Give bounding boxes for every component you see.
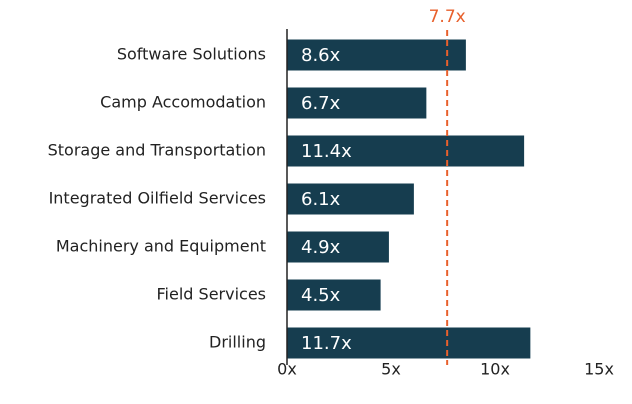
reference-label: 7.7x bbox=[429, 7, 466, 27]
x-tick-label: 0x bbox=[277, 360, 297, 379]
category-label: Machinery and Equipment bbox=[56, 237, 266, 256]
x-tick-label: 15x bbox=[584, 360, 614, 379]
bar bbox=[287, 279, 381, 311]
value-label: 6.7x bbox=[301, 93, 341, 114]
bar bbox=[287, 135, 525, 167]
bar bbox=[287, 39, 466, 71]
bar bbox=[287, 231, 389, 263]
bar bbox=[287, 87, 427, 119]
category-label: Integrated Oilfield Services bbox=[49, 189, 266, 208]
category-label: Storage and Transportation bbox=[48, 141, 266, 160]
value-label: 4.5x bbox=[301, 285, 341, 306]
value-label: 11.7x bbox=[301, 333, 352, 354]
bar bbox=[287, 327, 531, 359]
x-tick-label: 5x bbox=[381, 360, 401, 379]
value-label: 4.9x bbox=[301, 237, 341, 258]
value-label: 6.1x bbox=[301, 189, 341, 210]
bar bbox=[287, 183, 414, 215]
value-label: 8.6x bbox=[301, 45, 341, 66]
value-label: 11.4x bbox=[301, 141, 352, 162]
x-tick-label: 10x bbox=[480, 360, 510, 379]
category-label: Drilling bbox=[209, 333, 266, 352]
category-label: Software Solutions bbox=[117, 45, 266, 64]
category-label: Field Services bbox=[157, 285, 266, 304]
category-label: Camp Accomodation bbox=[100, 93, 266, 112]
